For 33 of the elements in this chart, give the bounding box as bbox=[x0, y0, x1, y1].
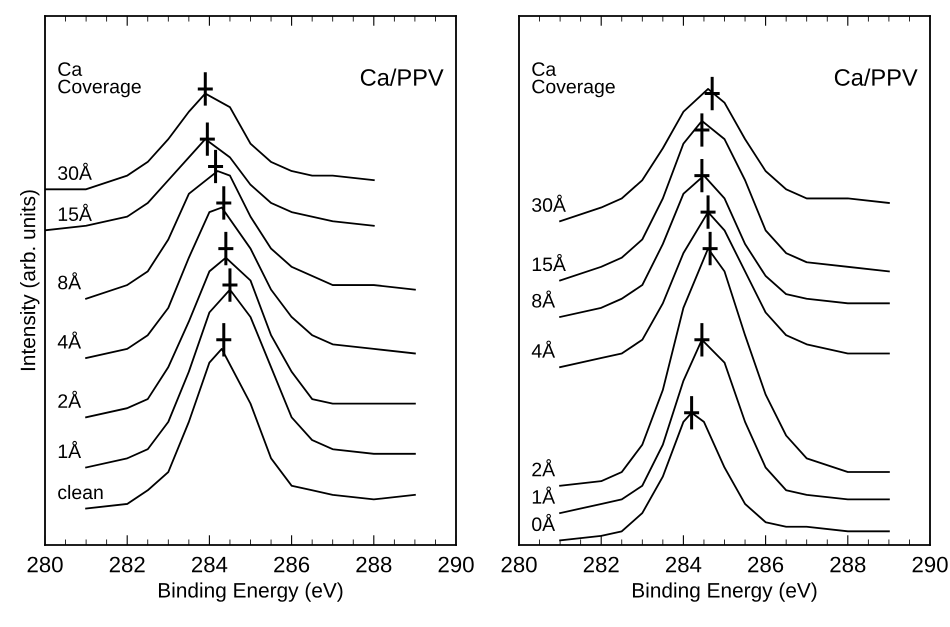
series-label: 4Å bbox=[58, 331, 82, 349]
x-tick-label: 290 bbox=[912, 556, 948, 572]
series-label: 2Å bbox=[532, 459, 556, 476]
x-tick-label: 280 bbox=[502, 556, 537, 572]
series-label: 2Å bbox=[58, 390, 82, 408]
x-tick-label: 286 bbox=[274, 556, 310, 572]
x-tick-label: 288 bbox=[356, 556, 392, 572]
series-label: 15Å bbox=[532, 254, 566, 272]
series-label: 1Å bbox=[532, 486, 556, 504]
series-label: 8Å bbox=[532, 290, 556, 308]
x-tick-label: 282 bbox=[110, 556, 145, 572]
series-label: 30Å bbox=[58, 162, 92, 180]
series-label: 30Å bbox=[532, 194, 566, 212]
series-label: 15Å bbox=[58, 204, 92, 222]
text: Ca/PPV bbox=[834, 68, 918, 86]
x-tick-label: 286 bbox=[748, 556, 784, 572]
series-label: 8Å bbox=[58, 272, 82, 290]
text: Ca/PPV bbox=[360, 68, 444, 86]
x-tick-label: 288 bbox=[830, 556, 866, 572]
series-label: 1Å bbox=[58, 440, 82, 458]
x-axis-title: Binding Energy (eV) bbox=[632, 582, 816, 602]
x-tick-label: 284 bbox=[192, 556, 228, 572]
series-label: clean bbox=[58, 484, 103, 500]
annotation: Ca Coverage bbox=[532, 62, 615, 98]
x-tick-label: 282 bbox=[584, 556, 619, 572]
x-tick-label: 284 bbox=[666, 556, 702, 572]
y-axis-title: Intensity (arb. units) bbox=[20, 190, 40, 370]
series-label: 4Å bbox=[532, 340, 556, 358]
x-tick-label: 280 bbox=[28, 556, 63, 572]
x-axis-title: Binding Energy (eV) bbox=[158, 582, 342, 602]
x-tick-label: 290 bbox=[438, 556, 474, 572]
series-label: 0Å bbox=[532, 514, 556, 532]
annotation: Ca Coverage bbox=[58, 62, 141, 98]
